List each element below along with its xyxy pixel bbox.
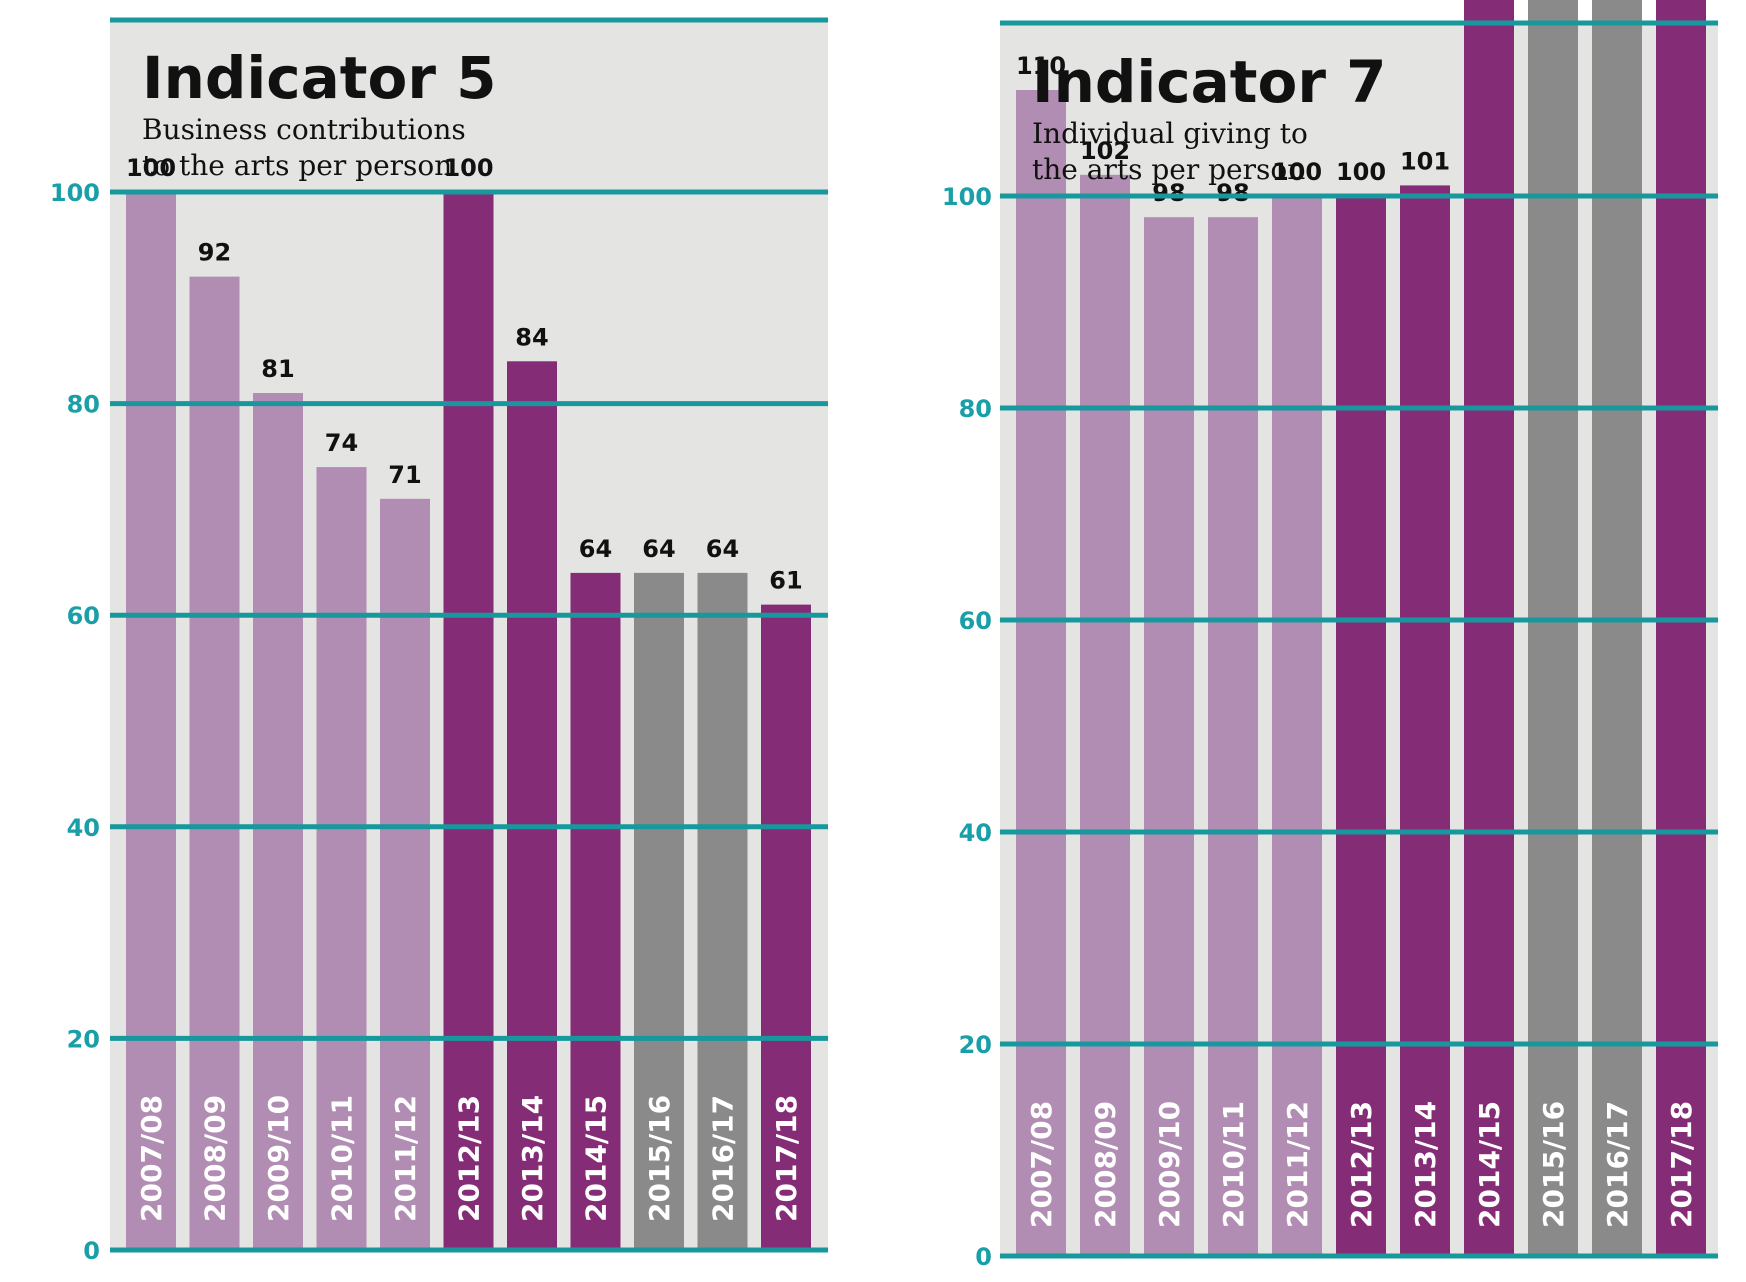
- indicator-7-subtitle-line-2: the arts per person: [1032, 153, 1305, 186]
- indicator-7-category-label: 2016/17: [1601, 1101, 1634, 1228]
- indicator-5-category-label: 2015/16: [643, 1095, 676, 1222]
- indicator-5-bar-2010-11: [316, 467, 367, 1251]
- indicator-7-value-label: 101: [1400, 147, 1450, 175]
- indicator-7-title: Indicator 7: [1032, 48, 1387, 116]
- indicator-7-chart: 110 2007/08 102 2008/09 98 2009/10 98 2010/11 10…: [942, 0, 1718, 1271]
- indicator-7-y-tick-label: 0: [975, 1243, 992, 1271]
- indicator-5-bar-2011-12: [380, 498, 430, 1250]
- indicator-5-subtitle-line-1: Business contributions: [142, 113, 466, 146]
- indicator-5-bar-2016-17: [697, 572, 748, 1250]
- indicator-7-y-tick-label: 80: [959, 395, 992, 423]
- indicator-5-category-label: 2013/14: [516, 1095, 549, 1222]
- indicator-5-category-label: 2014/15: [580, 1095, 613, 1222]
- indicator-7-category-label: 2014/15: [1473, 1101, 1506, 1228]
- indicator-7-bar-2016-17: [1592, 0, 1642, 1256]
- indicator-5-bars: 100 2007/08 92 2008/09 81 2009/10 74 2010/11 71 2…: [126, 154, 811, 1251]
- indicator-5-category-label: 2012/13: [453, 1095, 486, 1222]
- indicator-5-value-label: 61: [769, 567, 802, 595]
- indicator-7-bar-2007-08: [1016, 90, 1066, 1256]
- indicator-5-value-label: 81: [261, 355, 294, 383]
- indicator-5-value-label: 71: [388, 461, 421, 489]
- indicator-7-bars: 110 2007/08 102 2008/09 98 2009/10 98 2010/11 10…: [1016, 0, 1706, 1257]
- indicator-5-gridlines: [110, 17, 828, 1253]
- indicator-7-category-label: 2007/08: [1025, 1101, 1058, 1228]
- indicator-5-y-axis: 020406080100120140: [50, 179, 100, 1265]
- indicator-5-chart: 100 2007/08 92 2008/09 81 2009/10 74 2010/11 71 2…: [50, 17, 828, 1265]
- indicator-7-category-label: 2010/11: [1217, 1101, 1250, 1228]
- indicator-5-y-tick-label: 100: [50, 179, 100, 207]
- indicator-5-bar-2012-13: [443, 192, 494, 1250]
- indicator-5-bar-2014-15: [570, 572, 621, 1250]
- indicator-7-value-label: 110: [1016, 52, 1066, 80]
- indicator-7-category-label: 2012/13: [1345, 1101, 1378, 1228]
- indicator-5-value-label: 64: [579, 535, 612, 563]
- indicator-7-category-label: 2017/18: [1665, 1101, 1698, 1228]
- indicator-5-category-label: 2016/17: [707, 1095, 740, 1222]
- indicator-7-bar-2010-11: [1208, 217, 1258, 1257]
- indicator-5-category-label: 2011/12: [389, 1095, 422, 1222]
- indicator-5-title: Indicator 5: [142, 44, 497, 112]
- indicator-5-bar-2008-09: [189, 276, 240, 1250]
- indicator-7-y-tick-label: 40: [959, 819, 992, 847]
- indicator-7-bar-2015-16: [1528, 0, 1578, 1256]
- indicator-5-bar-2017-18: [761, 604, 811, 1250]
- indicator-5-y-tick-label: 60: [67, 602, 100, 630]
- indicator-7-bar-2009-10: [1144, 217, 1194, 1257]
- indicator-5-value-label: 64: [706, 535, 739, 563]
- indicator-5-category-label: 2017/18: [770, 1095, 803, 1222]
- indicator-5-y-tick-label: 40: [67, 814, 100, 842]
- indicator-5-value-label: 84: [515, 323, 548, 351]
- indicator-7-value-label: 100: [1272, 158, 1322, 186]
- indicator-5-category-label: 2008/09: [199, 1095, 232, 1222]
- indicator-7-bar-2012-13: [1336, 196, 1386, 1256]
- indicator-5-value-label: 92: [198, 239, 231, 267]
- indicator-7-y-tick-label: 60: [959, 607, 992, 635]
- indicator-5-y-tick-label: 20: [67, 1025, 100, 1053]
- indicator-7-value-label: 98: [1216, 179, 1249, 207]
- indicator-7-bar-2011-12: [1272, 196, 1322, 1256]
- indicator-7-subtitle-line-1: Individual giving to: [1032, 117, 1308, 150]
- indicator-7-bar-2013-14: [1400, 185, 1450, 1256]
- indicator-5-bar-2009-10: [253, 393, 303, 1250]
- indicator-7-category-label: 2009/10: [1153, 1101, 1186, 1228]
- indicator-7-bar-2017-18: [1656, 0, 1706, 1256]
- indicator-5-bar-2007-08: [126, 192, 176, 1250]
- indicator-7-category-label: 2015/16: [1537, 1101, 1570, 1228]
- indicator-7-y-axis: 020406080100120140160: [942, 183, 992, 1271]
- indicator-5-bar-2013-14: [507, 361, 557, 1250]
- indicator-7-bar-2014-15: [1464, 0, 1514, 1256]
- indicator-7-value-label: 98: [1152, 179, 1185, 207]
- indicator-5-y-tick-label: 0: [83, 1237, 100, 1265]
- indicator-5-subtitle-line-2: to the arts per person: [142, 149, 452, 182]
- indicator-7-category-label: 2011/12: [1281, 1101, 1314, 1228]
- indicator-7-value-label: 100: [1336, 158, 1386, 186]
- indicator-7-value-label: 102: [1080, 137, 1130, 165]
- indicator-7-gridlines: [1000, 20, 1718, 1259]
- indicator-5-category-label: 2007/08: [135, 1095, 168, 1222]
- indicator-7-bar-2008-09: [1080, 174, 1130, 1256]
- indicator-5-bar-2015-16: [634, 572, 684, 1250]
- indicator-5-value-label: 100: [443, 154, 493, 182]
- indicator-5-value-label: 64: [642, 535, 675, 563]
- indicator-5-value-label: 74: [325, 429, 358, 457]
- indicator-7-y-tick-label: 20: [959, 1031, 992, 1059]
- indicator-7-y-tick-label: 100: [942, 183, 992, 211]
- indicator-7-category-label: 2013/14: [1409, 1101, 1442, 1228]
- indicator-5-category-label: 2010/11: [326, 1095, 359, 1222]
- indicator-5-value-label: 100: [126, 154, 176, 182]
- indicator-7-category-label: 2008/09: [1089, 1101, 1122, 1228]
- indicator-5-y-tick-label: 80: [67, 391, 100, 419]
- indicator-5-category-label: 2009/10: [262, 1095, 295, 1222]
